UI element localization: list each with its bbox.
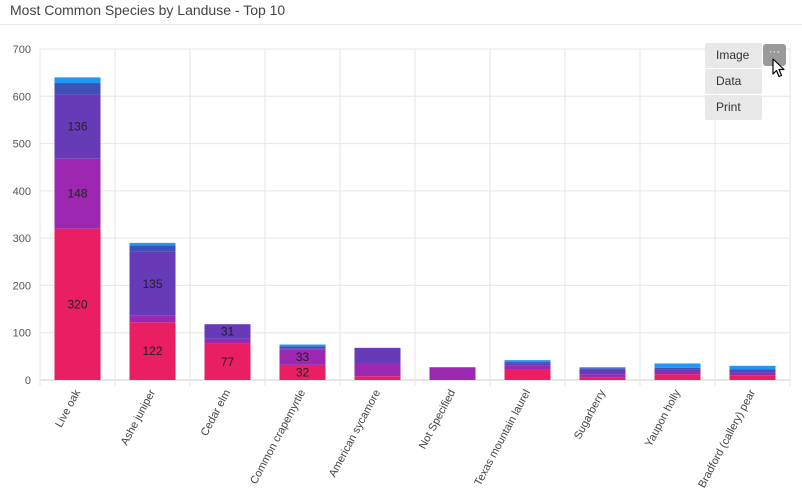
bar-segment: [504, 360, 551, 363]
bar-segment: [504, 362, 551, 364]
bar-segment: [654, 374, 701, 380]
bar-segment: [504, 369, 551, 380]
bar-segment: [204, 343, 251, 380]
bar-segment: [429, 367, 476, 380]
bar-segment: [354, 376, 401, 380]
x-tick-label: Sugarberry: [572, 387, 608, 441]
bar-segment: [279, 364, 326, 380]
y-tick-label: 200: [13, 280, 31, 292]
bar-segment: [129, 322, 176, 380]
bar-segment: [504, 363, 551, 366]
bar-segment: [729, 369, 776, 371]
bar-segment: [654, 369, 701, 372]
menu-item-data[interactable]: Data: [705, 69, 762, 94]
data-label: 135: [142, 277, 162, 291]
bar-segment: [129, 315, 176, 323]
y-tick-label: 600: [13, 91, 31, 103]
bar-segment: [654, 371, 701, 375]
y-tick-label: 300: [13, 233, 31, 245]
mouse-cursor-icon: [772, 58, 785, 78]
x-tick-label: Live oak: [53, 387, 83, 429]
y-tick-label: 100: [13, 328, 31, 340]
bar-segment: [354, 347, 401, 363]
y-tick-label: 0: [25, 375, 31, 387]
y-tick-label: 500: [13, 139, 31, 151]
bar-segment: [579, 369, 626, 375]
bar-segment: [204, 338, 251, 344]
bar-segment: [579, 374, 626, 378]
bar-segment: [354, 362, 401, 377]
bar-segment: [579, 368, 626, 370]
bar-segment: [279, 349, 326, 365]
y-tick-label: 700: [13, 44, 31, 56]
chart-header: Most Common Species by Landuse - Top 10: [0, 0, 802, 25]
bar-segment: [54, 94, 101, 159]
y-tick-label: 400: [13, 186, 31, 198]
bar-segment: [54, 158, 101, 229]
data-label: 320: [67, 297, 87, 311]
data-label: 77: [221, 355, 235, 369]
bar-segment: [729, 365, 776, 370]
x-tick-label: Cedar elm: [199, 388, 233, 438]
x-tick-label: Common crapemyrtle: [248, 388, 308, 486]
bar-segment: [129, 251, 176, 316]
bar-segment: [129, 242, 176, 246]
x-tick-label: American sycamore: [327, 388, 383, 479]
bar-segment: [129, 245, 176, 252]
x-tick-label: Ashe juniper: [119, 387, 158, 447]
data-label: 148: [67, 187, 87, 201]
bar-segment: [654, 367, 701, 370]
menu-item-print[interactable]: Print: [705, 95, 762, 120]
data-label: 31: [221, 325, 235, 339]
export-menu: Image Data Print: [705, 43, 762, 121]
bar-segment: [579, 367, 626, 369]
x-tick-label: Bradford (callery) pear: [696, 387, 758, 490]
data-label: 33: [296, 350, 310, 364]
x-tick-label: Texas mountain laurel: [472, 388, 533, 488]
menu-item-image[interactable]: Image: [705, 43, 762, 68]
data-label: 122: [142, 344, 162, 358]
bar-segment: [279, 346, 326, 349]
x-tick-label: Yaupon holly: [643, 387, 683, 449]
bar-segment: [204, 324, 251, 339]
bar-segment: [54, 77, 101, 84]
chart-title: Most Common Species by Landuse - Top 10: [10, 2, 286, 18]
bar-segment: [729, 375, 776, 380]
bar-segment: [279, 344, 326, 347]
bar-segment: [729, 372, 776, 376]
bar-segment: [729, 370, 776, 373]
bar-segment: [54, 83, 101, 95]
bar-segment: [579, 377, 626, 380]
bar-segment: [504, 365, 551, 370]
data-label: 32: [296, 365, 310, 379]
bar-segment: [279, 348, 326, 350]
bar-segment: [54, 228, 101, 380]
data-label: 136: [67, 120, 87, 134]
x-tick-label: Not Specified: [417, 388, 458, 451]
bar-segment: [654, 363, 701, 368]
chart-menu-button[interactable]: ···: [763, 44, 786, 66]
